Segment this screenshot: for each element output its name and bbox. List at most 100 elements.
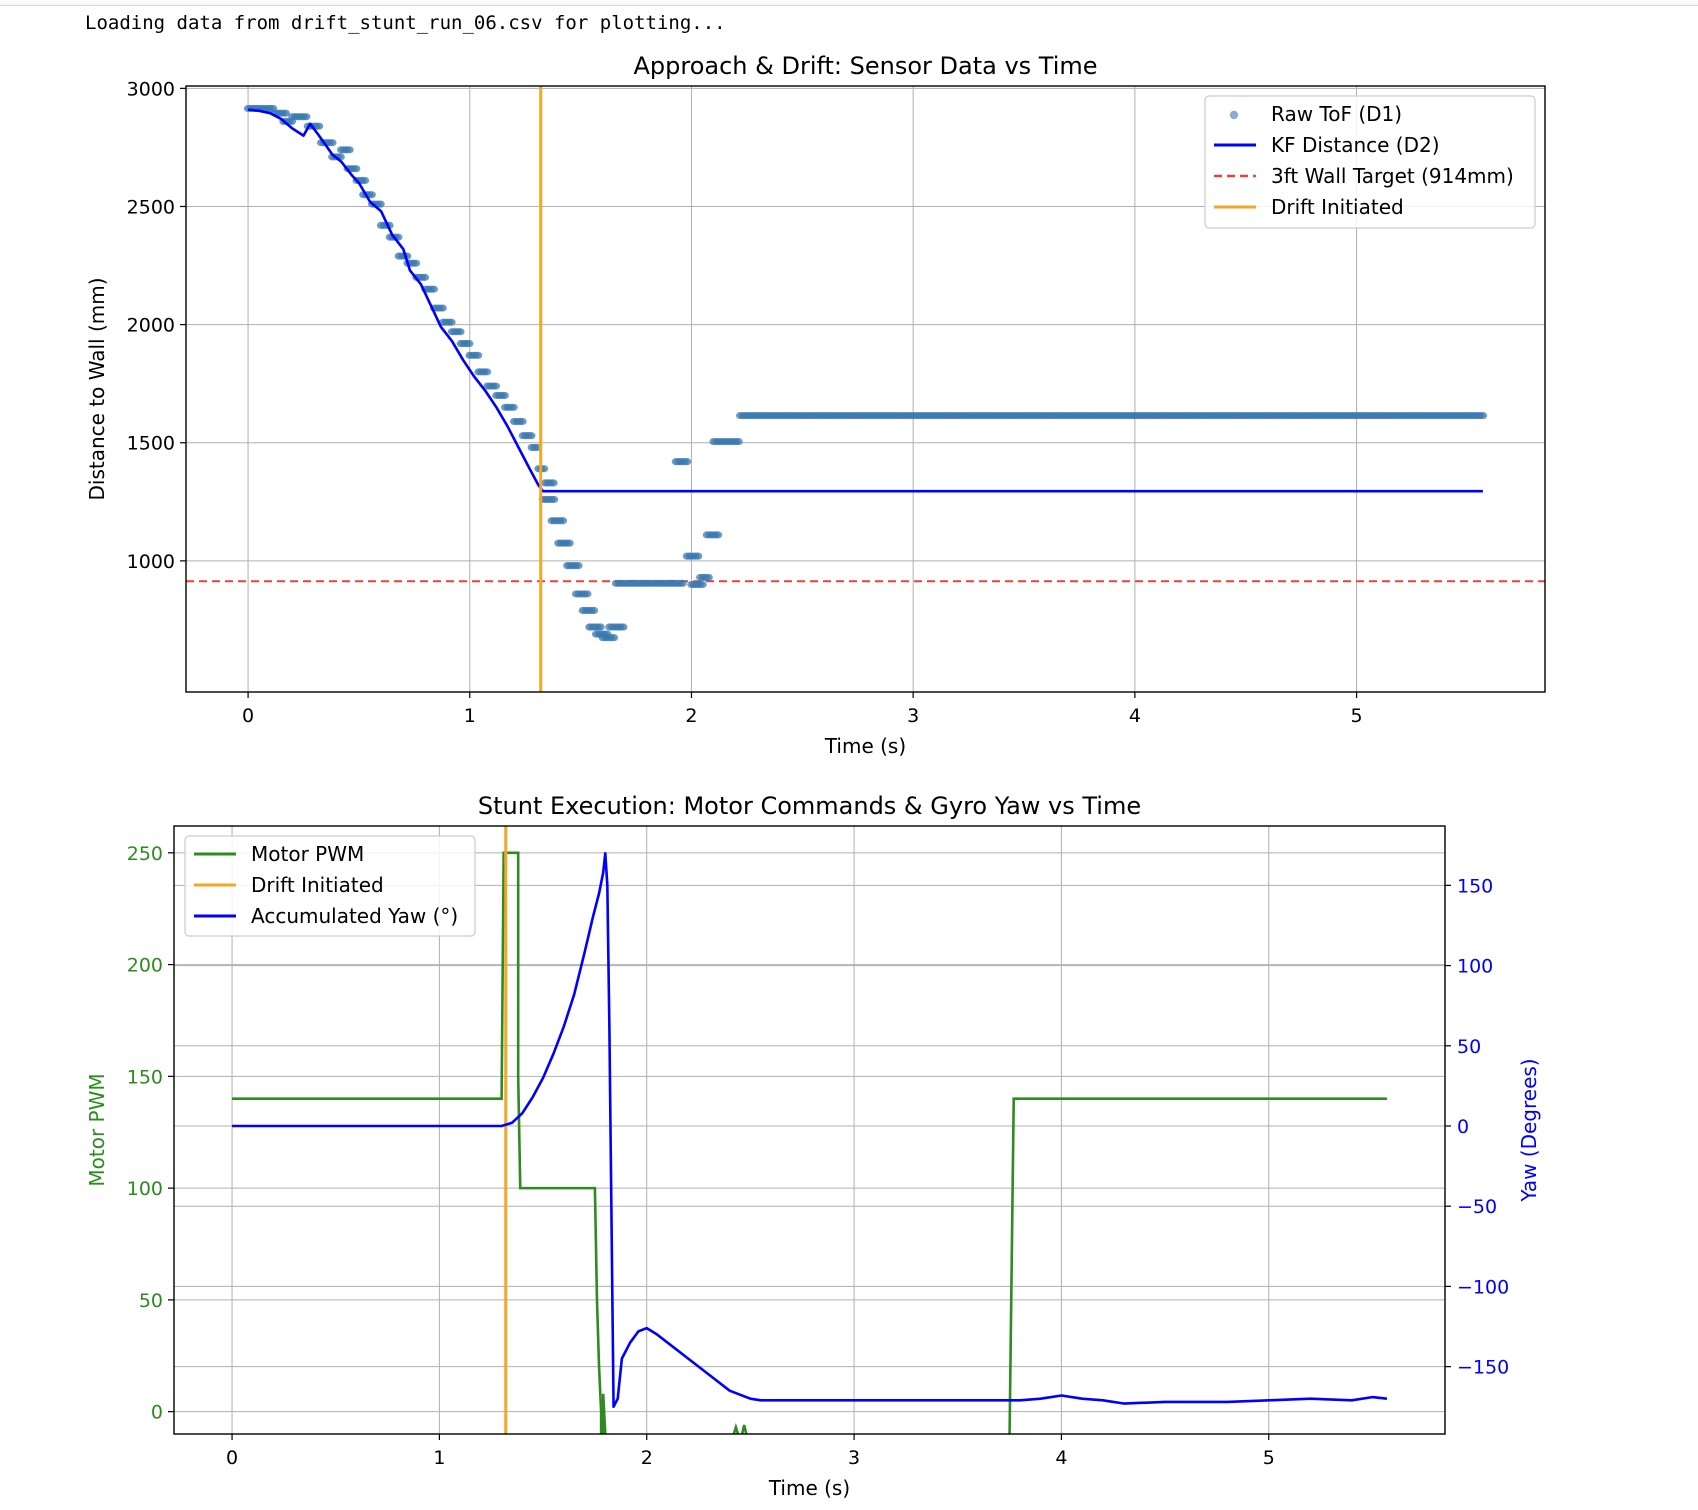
chart1-raw-tof-point <box>302 113 311 121</box>
chart1-raw-tof-point <box>609 634 619 642</box>
chart2-legend-box <box>184 835 476 937</box>
chart1-ytick-label: 1500 <box>127 433 175 455</box>
chart1-raw-tof-point <box>447 318 456 326</box>
chart2-xtick-label: 5 <box>1263 1447 1275 1469</box>
chart1-raw-tof-point <box>678 579 687 587</box>
chart1-xtick-label: 1 <box>464 705 476 727</box>
chart1-kf-distance-line <box>247 108 1483 493</box>
chart1-approach-drift: 0 1 2 3 4 5 1000 1500 2000 2500 3000 Approach & Dri… <box>85 52 1546 758</box>
chart2-motor-pwm-line <box>232 851 607 1434</box>
chart2-ytick-left-label: 200 <box>127 955 163 977</box>
output-cell-top-border <box>0 0 1698 6</box>
chart2-ytick-left-label: 0 <box>151 1402 163 1424</box>
chart1-ylabel: Distance to Wall (mm) <box>85 277 109 500</box>
chart1-raw-tof-point <box>360 176 370 185</box>
chart1-raw-tof-point <box>713 531 723 539</box>
chart1-raw-tof-point <box>473 351 483 359</box>
chart1-raw-tof-point <box>420 273 430 281</box>
chart2-legend-label: Motor PWM <box>251 842 364 866</box>
chart1-raw-tof-point <box>509 403 518 411</box>
chart1-raw-tof-point <box>1478 411 1488 420</box>
chart1-legend-label: KF Distance (D2) <box>1271 133 1440 157</box>
chart1-raw-tof-point <box>698 580 707 589</box>
chart1-raw-tof-point <box>704 573 713 582</box>
chart1-raw-tof-point <box>456 328 465 336</box>
chart2-xtick-label: 3 <box>848 1447 860 1469</box>
chart2-ytick-right-label: −100 <box>1457 1276 1509 1298</box>
chart1-raw-tof-point <box>596 623 605 631</box>
chart1-raw-tof-point <box>500 391 509 400</box>
chart1-legend-label: Drift Initiated <box>1271 195 1404 219</box>
chart1-raw-tof-point <box>549 479 558 487</box>
chart2-motor-pwm-line <box>732 1422 740 1434</box>
chart2-ytick-left-label: 250 <box>127 843 163 865</box>
chart1-raw-tof-point <box>376 200 385 208</box>
chart2-yaw-line <box>232 851 1388 1409</box>
chart2-ytick-right-label: 150 <box>1457 875 1493 897</box>
chart2-ylabel-left: Motor PWM <box>85 1073 109 1186</box>
chart2-plot-area <box>232 826 1388 1434</box>
chart2-ytick-left-label: 100 <box>127 1178 163 1200</box>
chart2-xtick-label: 4 <box>1055 1447 1067 1469</box>
chart1-raw-tof-point <box>565 539 574 547</box>
chart2-ylabel-right: Yaw (Degrees) <box>1517 1058 1541 1202</box>
chart2-xlabel: Time (s) <box>768 1476 850 1500</box>
chart1-legend-box <box>1204 95 1536 229</box>
chart2-ytick-right-label: −50 <box>1457 1196 1497 1218</box>
chart1-raw-tof-point <box>734 437 743 446</box>
chart1-xtick-label: 4 <box>1129 705 1141 727</box>
chart1-raw-tof-point <box>574 562 583 570</box>
chart1-raw-tof-point <box>345 146 354 154</box>
chart1-legend-marker-raw-tof <box>1229 110 1239 120</box>
chart2-legend-label: Drift Initiated <box>251 873 384 897</box>
chart2-frame <box>173 825 1446 1435</box>
chart1-legend-label: 3ft Wall Target (914mm) <box>1271 164 1514 188</box>
chart2-ytick-left-label: 50 <box>139 1290 163 1312</box>
chart1-raw-tof-point <box>549 495 559 504</box>
chart1-ytick-label: 2500 <box>127 196 175 218</box>
chart1-raw-tof-point <box>482 368 492 376</box>
chart1-title: Approach & Drift: Sensor Data vs Time <box>633 52 1097 80</box>
chart2-title: Stunt Execution: Motor Commands & Gyro Y… <box>478 792 1141 820</box>
chart1-ytick-label: 2000 <box>127 315 175 337</box>
chart1-legend: Raw ToF (D1) KF Distance (D2) 3ft Wall Tar… <box>1204 95 1536 229</box>
chart2-ytick-right-label: 0 <box>1457 1116 1469 1138</box>
chart2-ytick-left-label: 150 <box>127 1066 163 1088</box>
chart2-legend-label: Accumulated Yaw (°) <box>251 904 458 928</box>
chart1-ytick-label: 3000 <box>127 78 175 100</box>
chart1-xtick-label: 2 <box>685 705 697 727</box>
chart1-raw-tof-point <box>527 432 536 440</box>
chart1-xtick-label: 5 <box>1351 705 1363 727</box>
chart2-motor-pwm-line <box>740 1424 748 1434</box>
chart1-xlabel: Time (s) <box>824 734 906 758</box>
chart1-raw-tof-point <box>518 417 527 426</box>
console-output-text: Loading data from drift_stunt_run_06.csv… <box>85 12 726 34</box>
chart1-xtick-label: 3 <box>907 705 919 727</box>
chart1-ytick-label: 1000 <box>127 551 175 573</box>
chart2-ytick-right-label: 100 <box>1457 956 1493 978</box>
chart1-raw-tof-point <box>558 517 568 525</box>
chart1-raw-tof-point <box>429 285 438 293</box>
chart2-ytick-right-label: −150 <box>1457 1357 1509 1379</box>
chart2-motor-pwm-line <box>1008 1097 1387 1434</box>
chart1-plot-area <box>186 86 1545 692</box>
chart1-legend-label: Raw ToF (D1) <box>1271 102 1402 126</box>
chart1-raw-tof-point <box>465 339 474 348</box>
chart1-raw-tof-point <box>619 623 628 631</box>
chart2-legend: Motor PWM Drift Initiated Accumulated Yaw … <box>184 835 476 937</box>
chart2-xtick-label: 0 <box>226 1447 238 1469</box>
chart1-raw-tof-point <box>438 304 447 312</box>
chart1-raw-tof-point <box>411 259 421 267</box>
chart1-raw-tof-point <box>351 165 361 173</box>
chart1-raw-tof-point <box>491 382 501 390</box>
chart2-xtick-label: 2 <box>641 1447 653 1469</box>
chart1-raw-tof-point <box>314 122 324 130</box>
chart1-xtick-label: 0 <box>242 705 254 727</box>
chart1-raw-tof-point <box>281 109 290 117</box>
chart1-raw-tof-point <box>583 590 592 598</box>
chart1-frame <box>185 85 1546 693</box>
chart1-raw-tof-point <box>589 606 599 615</box>
chart1-raw-tof-point <box>682 458 692 466</box>
chart2-xtick-label: 1 <box>433 1447 445 1469</box>
